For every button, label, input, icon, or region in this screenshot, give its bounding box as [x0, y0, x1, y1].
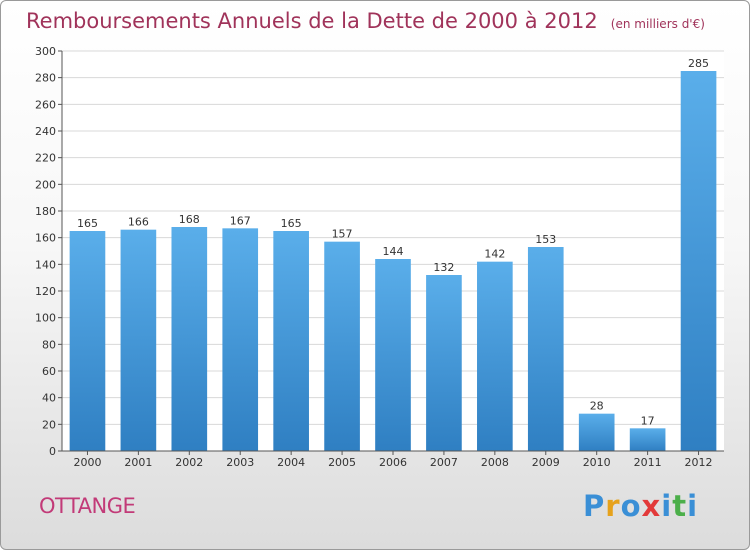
x-tick-label: 2010 — [583, 456, 611, 469]
y-tick-label: 280 — [35, 72, 56, 85]
y-tick-label: 0 — [49, 445, 56, 458]
chart-title: Remboursements Annuels de la Dette de 20… — [26, 9, 598, 33]
bar — [324, 241, 360, 451]
x-tick-label: 2011 — [634, 456, 662, 469]
bar-value-label: 157 — [332, 228, 353, 241]
x-tick-label: 2008 — [481, 456, 509, 469]
bar — [578, 413, 615, 451]
bar-value-label: 142 — [484, 248, 505, 261]
bar — [477, 261, 513, 451]
bar — [69, 231, 106, 451]
x-tick-label: 2009 — [532, 456, 560, 469]
bar-value-label: 17 — [641, 414, 655, 427]
logo-letter: x — [641, 489, 662, 523]
x-tick-label: 2001 — [124, 456, 152, 469]
bar-value-label: 168 — [179, 213, 200, 226]
x-tick-label: 2005 — [328, 456, 356, 469]
bar — [120, 229, 157, 451]
bar — [222, 228, 259, 451]
x-tick-label: 2004 — [277, 456, 305, 469]
y-tick-label: 20 — [42, 418, 56, 431]
bar-value-label: 167 — [230, 214, 251, 227]
bars: 165 166 168 167 165 157 144 132 142 153 28 17 285 — [69, 57, 717, 451]
bar — [527, 247, 564, 451]
bar — [629, 428, 666, 451]
bar-value-label: 166 — [128, 216, 149, 229]
logo-letter: P — [583, 489, 606, 523]
x-tick-label: 2002 — [175, 456, 203, 469]
bar — [171, 227, 208, 451]
bar-value-label: 153 — [535, 233, 556, 246]
logo-letter: o — [620, 489, 642, 523]
x-tick-label: 2003 — [226, 456, 254, 469]
bar-value-label: 28 — [590, 400, 604, 413]
logo-letter: i — [661, 489, 673, 523]
y-tick-label: 120 — [35, 285, 56, 298]
bar — [375, 259, 411, 451]
logo-letter: t — [672, 489, 688, 523]
bar-value-label: 144 — [383, 245, 404, 258]
y-tick-label: 180 — [35, 205, 56, 218]
x-tick-label: 2006 — [379, 456, 407, 469]
title-row: Remboursements Annuels de la Dette de 20… — [26, 9, 705, 33]
commune-name: OTTANGE — [39, 494, 136, 518]
y-tick-label: 240 — [35, 125, 56, 138]
y-tick-label: 80 — [42, 338, 56, 351]
x-tick-label: 2007 — [430, 456, 458, 469]
bar-value-label: 132 — [433, 261, 454, 274]
x-tick-label: 2012 — [685, 456, 713, 469]
y-tick-label: 140 — [35, 258, 56, 271]
y-tick-label: 160 — [35, 232, 56, 245]
y-tick-label: 60 — [42, 365, 56, 378]
y-tick-label: 220 — [35, 152, 56, 165]
x-tick-label: 2000 — [73, 456, 101, 469]
bar — [273, 231, 309, 451]
y-tick-label: 100 — [35, 312, 56, 325]
bar — [680, 71, 717, 451]
logo-letter: r — [605, 489, 621, 523]
proxiti-logo[interactable]: Proxiti — [583, 489, 698, 523]
y-tick-label: 300 — [35, 45, 56, 58]
axes: 0 20 40 60 80 100 120 140 160 180 200 220 240 260 280 3… — [35, 45, 724, 469]
bar-value-label: 165 — [77, 217, 98, 230]
logo-letter: i — [687, 489, 699, 523]
y-tick-label: 40 — [42, 392, 56, 405]
bar-value-label: 165 — [281, 217, 302, 230]
y-tick-label: 200 — [35, 178, 56, 191]
y-tick-label: 260 — [35, 98, 56, 111]
chart-subtitle: (en milliers d'€) — [610, 17, 705, 31]
bar — [426, 275, 462, 451]
bar-value-label: 285 — [688, 57, 709, 70]
